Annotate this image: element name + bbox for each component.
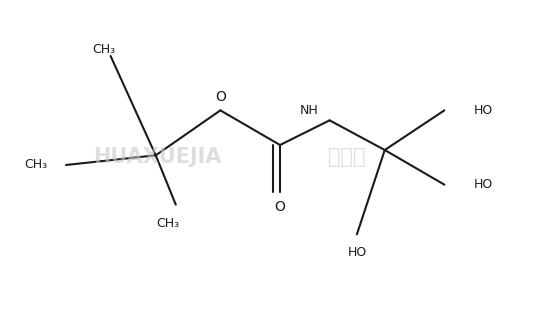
Text: HO: HO <box>474 104 493 117</box>
Text: CH₃: CH₃ <box>25 158 48 171</box>
Text: O: O <box>215 89 226 104</box>
Text: HO: HO <box>474 178 493 191</box>
Text: NH: NH <box>300 104 318 117</box>
Text: CH₃: CH₃ <box>92 43 115 56</box>
Text: HUAXUEJIA: HUAXUEJIA <box>93 147 222 168</box>
Text: HO: HO <box>347 246 367 259</box>
Text: CH₃: CH₃ <box>156 217 179 230</box>
Text: 化学加: 化学加 <box>328 147 366 168</box>
Text: O: O <box>274 200 286 215</box>
